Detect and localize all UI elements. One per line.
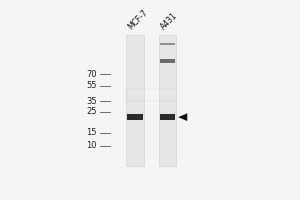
Bar [159, 35, 176, 166]
Text: A431: A431 [159, 11, 179, 31]
Bar [160, 114, 176, 120]
Text: 35: 35 [86, 97, 97, 106]
Bar [160, 43, 176, 45]
Text: 70: 70 [86, 70, 97, 79]
Polygon shape [178, 113, 187, 121]
Text: MCF-7: MCF-7 [127, 8, 150, 31]
Bar [126, 35, 144, 166]
Text: 25: 25 [86, 107, 97, 116]
Text: 55: 55 [86, 81, 97, 90]
Text: 15: 15 [86, 128, 97, 137]
Text: 10: 10 [86, 141, 97, 150]
Bar [160, 59, 176, 63]
Bar [128, 114, 143, 120]
